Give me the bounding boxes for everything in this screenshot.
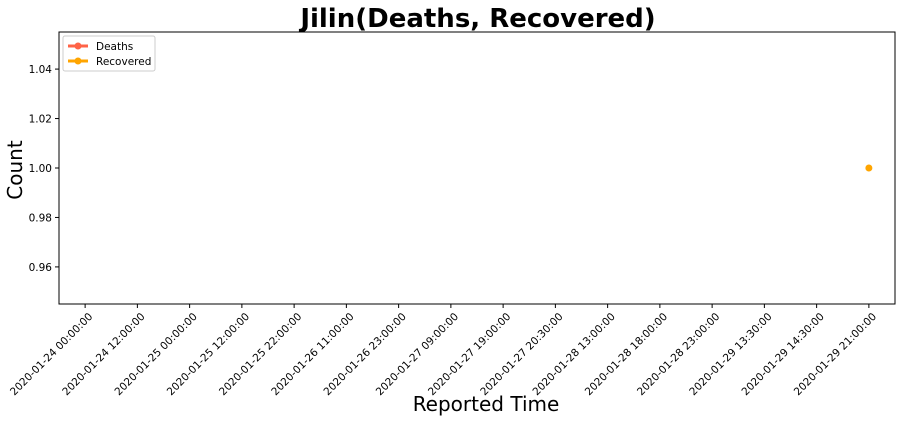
y-tick-label: 1.00: [29, 163, 52, 175]
y-axis-label: Count: [3, 140, 27, 200]
plot-frame: [58, 31, 896, 305]
data-point-recovered: [865, 164, 873, 172]
series-layer: [865, 164, 873, 172]
legend-label-deaths: Deaths: [96, 41, 133, 53]
legend-item-recovered: Recovered: [68, 56, 151, 68]
plot-area: [58, 31, 896, 305]
legend: Deaths Recovered: [62, 35, 156, 72]
y-axis-ticks: 0.96 0.98 1.00 1.02 1.04: [29, 64, 59, 274]
legend-label-recovered: Recovered: [96, 56, 151, 68]
y-tick-label: 0.96: [29, 262, 53, 274]
legend-marker-recovered: [74, 57, 82, 65]
legend-item-deaths: Deaths: [68, 41, 133, 53]
chart-title: Jilin(Deaths, Recovered): [298, 4, 655, 34]
x-tick-label: 2020-01-24 00:00:00: [8, 311, 95, 398]
legend-marker-deaths: [74, 42, 82, 50]
x-axis-label: Reported Time: [413, 392, 560, 416]
y-tick-label: 0.98: [29, 212, 52, 224]
y-tick-label: 1.04: [29, 64, 53, 76]
y-tick-label: 1.02: [29, 114, 52, 126]
